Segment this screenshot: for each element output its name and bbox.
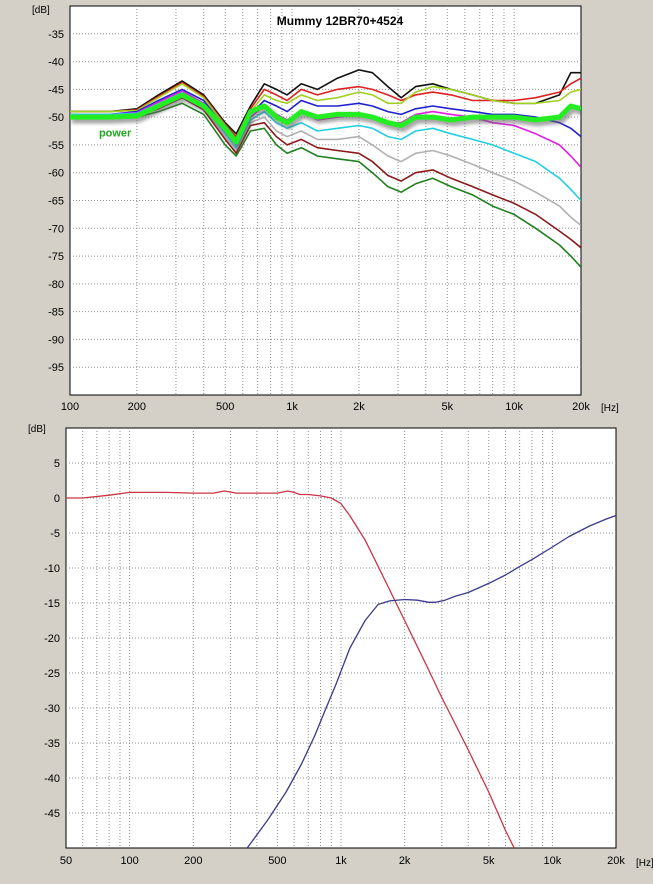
x-tick-label: 1k: [335, 855, 347, 867]
x-unit-top: [Hz]: [601, 403, 619, 414]
series-line-0: [66, 490, 515, 848]
x-tick-label: 10k: [505, 401, 523, 413]
x-tick-label: 2k: [399, 855, 411, 867]
tick-labels-top: -35 -40 -45 -50 -55 -60 -65 -70 -75 -80 -85 -90 -95 1…: [48, 29, 590, 413]
y-tick-label: -35: [48, 29, 64, 41]
y-unit-bottom: [dB]: [28, 424, 46, 435]
series-line-power: [70, 92, 581, 145]
y-tick-label: -55: [48, 140, 64, 152]
y-tick-label: -25: [44, 668, 60, 680]
x-tick-label: 200: [128, 401, 146, 413]
y-tick-label: -45: [44, 808, 60, 820]
x-unit-bottom: [Hz]: [636, 858, 653, 869]
x-tick-label: 5k: [483, 855, 495, 867]
x-tick-label: 10k: [543, 855, 561, 867]
series-line-3: [70, 88, 581, 143]
x-tick-label: 500: [268, 855, 286, 867]
x-tick-label: 5k: [441, 401, 453, 413]
x-tick-label: 50: [60, 855, 72, 867]
y-tick-label: -20: [44, 633, 60, 645]
x-tick-label: 100: [61, 401, 79, 413]
y-unit-top: [dB]: [32, 5, 50, 16]
series-group-top: [70, 69, 581, 268]
x-tick-label: 20k: [572, 401, 590, 413]
y-tick-label: -45: [48, 84, 64, 96]
chart-top-frequency-response: -35 -40 -45 -50 -55 -60 -65 -70 -75 -80 -85 -90 -95 1…: [32, 5, 619, 414]
series-line-1: [70, 77, 581, 138]
y-tick-label: -5: [50, 528, 60, 540]
x-tick-label: 2k: [353, 401, 365, 413]
x-tick-label: 20k: [607, 855, 625, 867]
y-tick-label: -90: [48, 334, 64, 346]
y-tick-label: -40: [44, 773, 60, 785]
y-tick-label: -80: [48, 279, 64, 291]
x-tick-label: 500: [216, 401, 234, 413]
annotation-power-label: power: [99, 128, 132, 140]
y-tick-label: -70: [48, 223, 64, 235]
series-group-bottom: [66, 490, 616, 848]
y-tick-label: -10: [44, 563, 60, 575]
x-tick-label: 100: [120, 855, 138, 867]
y-tick-label: -65: [48, 196, 64, 208]
y-tick-label: -40: [48, 57, 64, 69]
y-tick-label: -75: [48, 251, 64, 263]
series-line-8: [70, 102, 581, 268]
series-line-1: [246, 514, 616, 848]
chart-title-top: Mummy 12BR70+4524: [277, 14, 404, 28]
x-tick-label: 1k: [286, 401, 298, 413]
y-tick-label: -35: [44, 738, 60, 750]
y-tick-label: 0: [54, 493, 60, 505]
y-tick-label: -50: [48, 112, 64, 124]
y-tick-label: -30: [44, 703, 60, 715]
y-tick-label: 5: [54, 458, 60, 470]
x-tick-label: 200: [184, 855, 202, 867]
y-tick-label: -95: [48, 362, 64, 374]
y-tick-label: -60: [48, 168, 64, 180]
y-tick-label: -85: [48, 307, 64, 319]
grid-bottom: [66, 428, 616, 848]
series-line-2: [70, 83, 581, 141]
y-tick-label: -15: [44, 598, 60, 610]
